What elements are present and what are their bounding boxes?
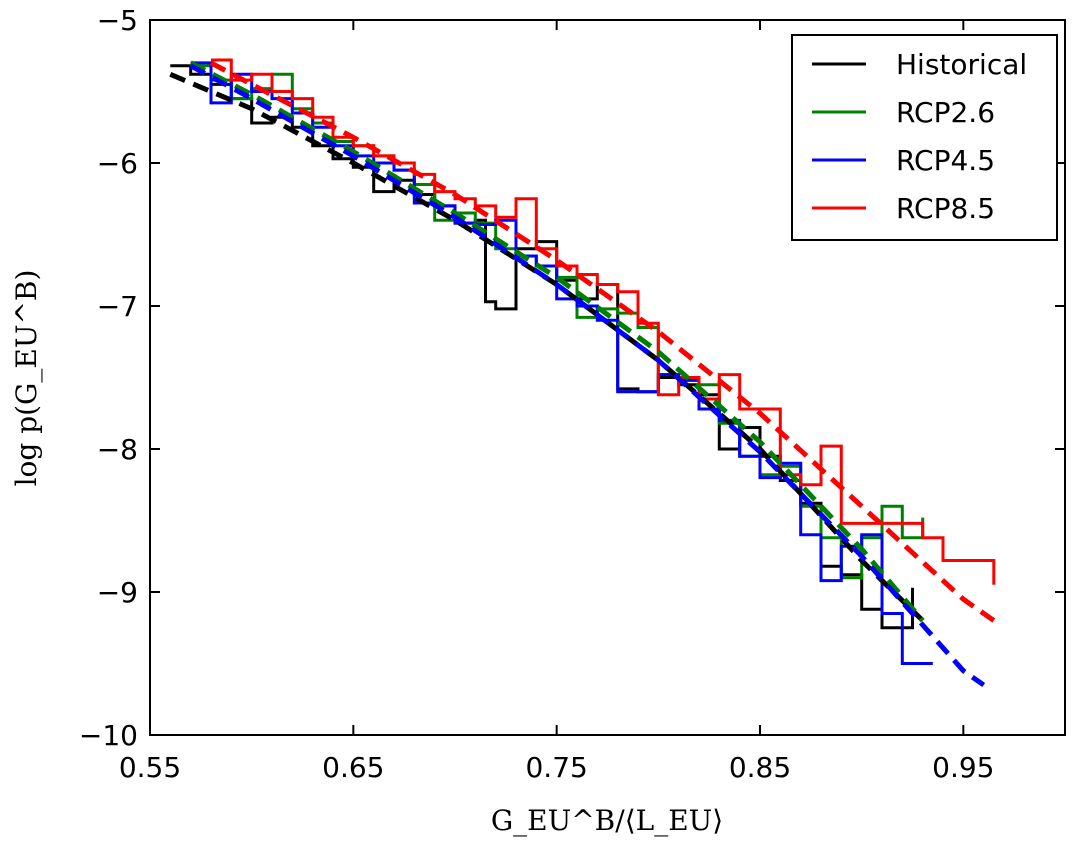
x-tick-label: 0.85 — [729, 751, 791, 784]
legend: Historical RCP2.6 RCP4.5 RCP8.5 — [791, 34, 1058, 241]
legend-label-rcp26: RCP2.6 — [896, 96, 995, 129]
y-tick-label: −7 — [97, 290, 138, 323]
y-axis-label: log p(G_EU^B) — [10, 270, 43, 487]
x-tick-label: 0.65 — [322, 751, 384, 784]
legend-label-rcp85: RCP8.5 — [896, 192, 995, 225]
x-axis-label: G_EU^B/⟨L_EU⟩ — [491, 804, 723, 837]
y-tick-label: −5 — [97, 4, 138, 37]
series-layer — [169, 58, 996, 688]
legend-label-historical: Historical — [896, 48, 1027, 81]
y-tick-label: −6 — [97, 147, 138, 180]
y-tick-label: −9 — [97, 576, 138, 609]
x-tick-label: 0.75 — [525, 751, 587, 784]
plot-frame — [149, 19, 1066, 736]
series-rcp2-6-fit — [189, 60, 925, 623]
legend-label-rcp45: RCP4.5 — [896, 144, 995, 177]
y-tick-label: −10 — [79, 719, 138, 752]
ticks-layer: 0.55 0.65 0.75 0.85 0.95 −5 −6 −7 −8 −9 −10 — [79, 4, 1065, 784]
legend-box — [791, 34, 1058, 241]
series-rcp8-5 — [211, 58, 996, 585]
series-rcp4-5-fit — [189, 63, 986, 688]
y-tick-label: −8 — [97, 433, 138, 466]
x-tick-label: 0.55 — [119, 751, 181, 784]
series-rcp8-5-fit — [209, 60, 996, 623]
x-tick-label: 0.95 — [932, 751, 994, 784]
